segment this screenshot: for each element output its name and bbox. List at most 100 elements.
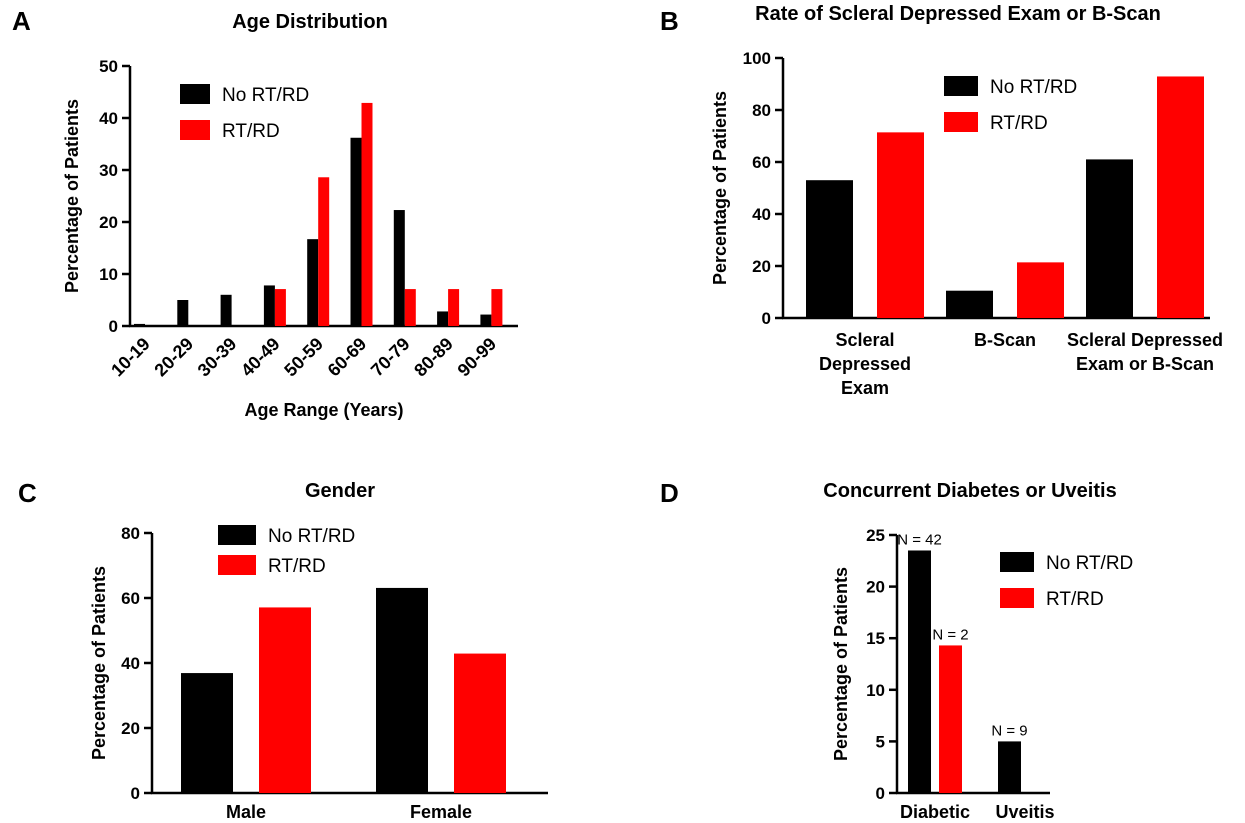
chart-title: Age Distribution (232, 11, 388, 33)
legend-swatch (218, 525, 256, 545)
legend-swatch (218, 555, 256, 575)
bar-rt-rd (404, 289, 416, 326)
y-tick-label: 40 (121, 654, 140, 673)
bar-no-rt-rd (181, 673, 233, 793)
bar-rt-rd (1017, 262, 1064, 318)
bar-no-rt-rd (393, 210, 405, 326)
y-tick-label: 20 (99, 213, 118, 232)
y-tick-label: 50 (99, 57, 118, 76)
y-tick-label: 0 (131, 784, 140, 803)
legend: No RT/RD RT/RD (180, 84, 309, 142)
bar-no-rt-rd (998, 741, 1021, 793)
bar-rt-rd (318, 177, 330, 326)
x-category-label: Diabetic (900, 802, 970, 822)
legend-label: No RT/RD (1046, 553, 1133, 574)
bar-rt-rd (877, 132, 924, 318)
bar-rt-rd (939, 645, 962, 793)
x-category-label: 20-29 (150, 334, 197, 381)
bar-no-rt-rd (220, 294, 232, 326)
y-tick-label: 80 (121, 524, 140, 543)
y-tick-label: 25 (866, 526, 885, 545)
legend-swatch (944, 76, 978, 96)
bar-rt-rd (448, 289, 460, 326)
bar-no-rt-rd (946, 290, 993, 318)
panel-b: B Rate of Scleral Depressed Exam or B-Sca… (660, 3, 1223, 398)
x-category-label: 90-99 (454, 334, 501, 381)
y-tick-label: 60 (121, 589, 140, 608)
legend-swatch (944, 112, 978, 132)
bar-annotation: N = 2 (932, 626, 968, 643)
bar-no-rt-rd (437, 311, 449, 326)
y-axis-label: Percentage of Patients (831, 567, 851, 761)
legend: No RT/RD RT/RD (944, 76, 1077, 134)
x-category-label: 70-79 (367, 334, 414, 381)
bar-no-rt-rd (480, 314, 492, 326)
y-tick-label: 15 (866, 629, 885, 648)
y-tick-label: 30 (99, 161, 118, 180)
x-category-label: 10-19 (107, 334, 154, 381)
x-category-label: Scleral Depressed Exam or B-Scan (1067, 330, 1223, 374)
bar-no-rt-rd (134, 323, 145, 326)
y-tick-label: 20 (121, 719, 140, 738)
bar-no-rt-rd (263, 285, 275, 326)
x-category-label: B-Scan (974, 330, 1036, 350)
y-tick-label: 20 (752, 257, 771, 276)
x-category-label: 50-59 (280, 334, 327, 381)
legend-swatch (1000, 552, 1034, 572)
legend-label: No RT/RD (222, 85, 309, 106)
x-category-label: 40-49 (237, 334, 284, 381)
bar-rt-rd (1157, 76, 1204, 319)
legend-label: RT/RD (268, 556, 326, 577)
y-tick-label: 40 (99, 109, 118, 128)
legend-label: RT/RD (222, 121, 280, 142)
bar-no-rt-rd (177, 300, 189, 326)
panel-a: A Age Distribution 0 10 20 30 40 50 Percentage o… (12, 6, 518, 420)
legend-label: No RT/RD (268, 526, 355, 547)
x-axis-label: Age Range (Years) (244, 400, 403, 420)
legend-label: No RT/RD (990, 77, 1077, 98)
y-tick-label: 20 (866, 578, 885, 597)
legend: No RT/RD RT/RD (1000, 552, 1133, 610)
y-axis-label: Percentage of Patients (710, 91, 730, 285)
chart-title: Rate of Scleral Depressed Exam or B-Scan (755, 3, 1161, 25)
bar-no-rt-rd (307, 239, 319, 326)
bar-annotation: N = 9 (991, 722, 1027, 739)
y-tick-label: 0 (762, 309, 771, 328)
legend-label: RT/RD (1046, 589, 1104, 610)
bar-rt-rd (259, 607, 311, 793)
y-axis-label: Percentage of Patients (62, 99, 82, 293)
x-category-label: Male (226, 802, 266, 822)
bar-no-rt-rd (908, 550, 931, 793)
x-category-label: Uveitis (995, 802, 1054, 822)
bar-no-rt-rd (1086, 159, 1133, 318)
bar-no-rt-rd (350, 137, 362, 326)
x-category-label: Scleral Depressed Exam (819, 330, 911, 398)
x-category-label: 30-39 (194, 334, 241, 381)
y-tick-label: 5 (876, 732, 885, 751)
y-tick-label: 60 (752, 153, 771, 172)
legend-swatch (1000, 588, 1034, 608)
bar-rt-rd (491, 289, 503, 326)
y-tick-label: 80 (752, 101, 771, 120)
legend: No RT/RD RT/RD (218, 525, 355, 577)
chart-title: Gender (305, 480, 375, 502)
y-tick-label: 10 (866, 681, 885, 700)
bar-rt-rd (361, 102, 373, 326)
chart-title: Concurrent Diabetes or Uveitis (823, 480, 1116, 502)
panel-c: C Gender 0 20 40 60 80 Percentage of Patients Ma… (18, 478, 548, 822)
y-tick-label: 0 (109, 317, 118, 336)
bar-no-rt-rd (376, 587, 428, 793)
x-category-label: 60-69 (324, 334, 371, 381)
y-tick-label: 100 (743, 49, 771, 68)
legend-swatch (180, 84, 210, 104)
bar-rt-rd (274, 289, 286, 326)
legend-label: RT/RD (990, 113, 1048, 134)
panel-letter: A (12, 6, 31, 36)
x-category-label: 80-89 (410, 334, 457, 381)
y-tick-label: 40 (752, 205, 771, 224)
x-category-label: Female (410, 802, 472, 822)
y-tick-label: 10 (99, 265, 118, 284)
legend-swatch (180, 120, 210, 140)
bar-rt-rd (454, 653, 506, 793)
